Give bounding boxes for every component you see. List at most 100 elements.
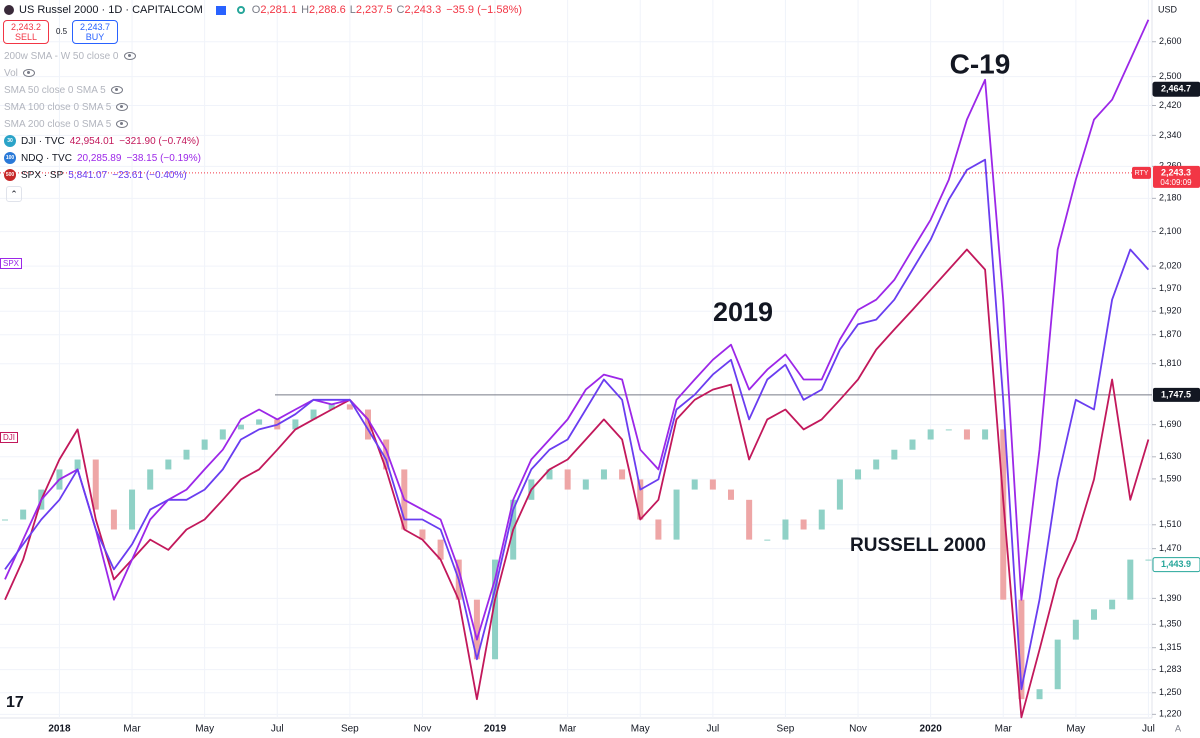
indicator-name: SMA 100 close 0 SMA 5: [4, 101, 112, 113]
series-line: [4, 248, 1150, 719]
countdown: 04:09:09: [1160, 178, 1192, 187]
candle: [600, 469, 607, 480]
y-tick-label: 1,920: [1159, 306, 1182, 316]
ohlc-value: 2,237.5: [355, 4, 393, 16]
x-tick-label: Mar: [995, 724, 1013, 735]
candle: [927, 429, 934, 440]
candle: [800, 519, 807, 530]
y-tick-label: 1,470: [1159, 543, 1182, 553]
candle: [201, 439, 208, 450]
candle: [619, 469, 626, 480]
x-tick-label: Jul: [1142, 724, 1155, 735]
ohlc-value: 2,243.3: [404, 4, 442, 16]
symbol-tag-label: RTY: [1135, 170, 1149, 177]
collapse-button[interactable]: ⌃: [6, 186, 22, 202]
title-row: US Russel 2000 · 1D · CAPITALCOM O2,281.…: [4, 2, 522, 18]
symbol-tag: [1132, 166, 1151, 179]
candle: [564, 469, 571, 490]
price-tag-label: 2,464.7: [1161, 84, 1191, 94]
buy-price: 2,243.7: [79, 22, 111, 32]
legend-name: DJI · TVC: [21, 135, 65, 147]
ohlc-item: L2,237.5: [350, 4, 393, 16]
candle: [256, 419, 263, 425]
y-tick-label: 1,970: [1159, 283, 1182, 293]
y-tick-label: 2,180: [1159, 193, 1182, 203]
buy-button[interactable]: 2,243.7 BUY: [72, 20, 118, 44]
change: −35.9 (−1.58%): [446, 4, 523, 16]
candle: [945, 429, 952, 431]
x-tick-label: 2020: [920, 724, 943, 735]
candle: [982, 429, 989, 440]
legend-last: 5,841.07: [68, 169, 108, 181]
y-tick-label: 2,600: [1159, 36, 1182, 46]
candle: [1000, 429, 1007, 600]
legend-icon: 30: [4, 135, 16, 147]
candle: [437, 539, 444, 560]
candle: [1018, 599, 1025, 700]
current-tag-label: 2,243.3: [1161, 167, 1191, 177]
candle: [237, 424, 244, 430]
sell-button[interactable]: 2,243.2 SELL: [3, 20, 49, 44]
candle: [92, 459, 99, 510]
candle: [492, 559, 499, 660]
candle: [183, 449, 190, 460]
candle: [365, 409, 371, 440]
legend-row[interactable]: 500 SPX · SP 5,841.07 −23.61 (−0.40%): [4, 167, 187, 183]
annotation: C-19: [950, 48, 1011, 79]
candle: [473, 599, 480, 660]
y-tick-label: 1,810: [1159, 358, 1182, 368]
symbol-title[interactable]: US Russel 2000 · 1D · CAPITALCOM: [19, 4, 203, 16]
sell-label: SELL: [14, 32, 38, 42]
candle: [110, 509, 117, 530]
buy-label: BUY: [85, 32, 105, 42]
y-tick-label: 1,510: [1159, 519, 1182, 529]
candle: [1145, 559, 1152, 561]
candle: [147, 469, 154, 490]
x-tick-label: Sep: [341, 724, 359, 735]
legend-name: SPX · SP: [21, 169, 64, 181]
candle: [836, 479, 843, 510]
ohlc: O2,281.1 H2,288.6 L2,237.5 C2,243.3: [252, 4, 441, 16]
y-tick-label: 1,350: [1159, 619, 1182, 629]
legend-change: −321.90 (−0.74%): [119, 135, 200, 147]
candle: [691, 479, 698, 490]
candle: [310, 409, 317, 420]
legend-icon: 100: [4, 152, 16, 164]
x-tick-label: Jul: [271, 724, 284, 735]
price-tag-label: 1,747.5: [1161, 389, 1191, 399]
candle: [746, 499, 753, 540]
x-tick-label: Sep: [777, 724, 795, 735]
indicator-row: Vol: [4, 65, 35, 81]
legend-row[interactable]: 100 NDQ · TVC 20,285.89 −38.15 (−0.19%): [4, 150, 201, 166]
x-tick-label: 2018: [48, 724, 71, 735]
y-tick-label: 1,250: [1159, 687, 1182, 697]
price-tag: [1152, 81, 1200, 97]
x-tick-label: May: [195, 724, 214, 735]
candle: [1072, 619, 1079, 640]
ohlc-key: C: [396, 4, 405, 16]
candle: [328, 404, 335, 410]
scale-tag: DJI: [0, 432, 18, 443]
candle: [2, 519, 8, 521]
ohlc-key: O: [251, 4, 261, 16]
price-tag: [1153, 387, 1200, 402]
ohlc-value: 2,288.6: [309, 4, 346, 16]
eye-icon: [123, 52, 136, 60]
sell-price: 2,243.2: [10, 22, 42, 32]
legend-change: −23.61 (−0.40%): [112, 169, 187, 181]
y-tick-label: 1,590: [1159, 473, 1182, 483]
legend-row[interactable]: 30 DJI · TVC 42,954.01 −321.90 (−0.74%): [4, 133, 199, 149]
indicator-row: SMA 50 close 0 SMA 5: [4, 82, 123, 98]
candle: [1036, 689, 1043, 700]
candle: [637, 479, 644, 520]
current-tag: [1153, 165, 1200, 188]
candle: [219, 429, 226, 440]
flag-icon[interactable]: [215, 5, 226, 15]
indicator-name: SMA 50 close 0 SMA 5: [4, 84, 106, 96]
annotation: 2019: [713, 297, 773, 327]
candle: [582, 479, 589, 490]
x-tick-label: May: [1066, 724, 1085, 735]
ohlc-value: 2,281.1: [260, 4, 298, 16]
indicator-name: SMA 200 close 0 SMA 5: [4, 118, 112, 130]
